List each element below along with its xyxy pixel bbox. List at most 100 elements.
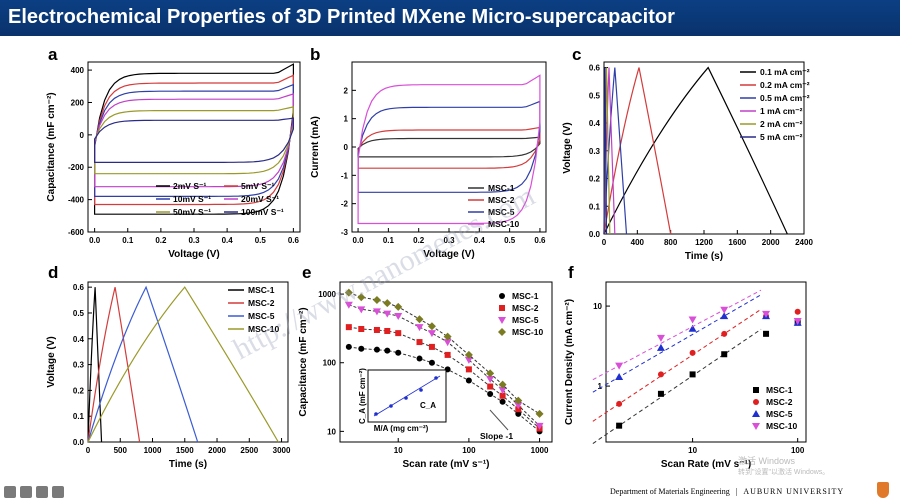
gcd-curve: [603, 67, 608, 235]
data-point: [514, 396, 523, 405]
x-tick-label: 1200: [695, 238, 713, 247]
menu-icon[interactable]: [36, 486, 48, 498]
data-point: [443, 339, 452, 347]
title-bar: Electrochemical Properties of 3D Printed…: [0, 0, 900, 36]
panel-c: c Time (s) Voltage (V) 0 400 800 1200 1600 2000 2…: [562, 45, 813, 262]
legend-label: MSC-1: [512, 291, 539, 301]
x-tick-label: 0.2: [155, 236, 167, 245]
x-tick-label: 0.0: [89, 236, 101, 245]
data-point: [498, 380, 507, 389]
data-point: [616, 422, 623, 429]
legend-label: MSC-2: [512, 303, 539, 313]
legend-label: MSC-10: [248, 324, 279, 334]
data-point: [721, 330, 728, 337]
legend-label: 2mV S⁻¹: [173, 181, 206, 191]
data-point: [465, 366, 472, 373]
x-tick-label: 0.1: [383, 236, 395, 245]
legend-label: 100mV S⁻¹: [241, 207, 284, 217]
university-name: AUBURN UNIVERSITY: [743, 487, 845, 496]
legend-label: 1 mA cm⁻²: [760, 106, 803, 116]
legend-label: MSC-5: [248, 311, 275, 321]
data-point: [793, 318, 802, 326]
data-point: [358, 326, 365, 333]
cv-curve: [94, 106, 294, 175]
y-tick-label: 2: [344, 86, 349, 95]
fit-line: [592, 328, 762, 444]
data-point: [720, 306, 729, 314]
data-point: [444, 351, 451, 358]
cv-curve: [94, 93, 294, 188]
panel-f: f Scan Rate (mV s⁻¹) Current Density (mA c…: [564, 263, 807, 470]
y-tick-label: 0.1: [73, 412, 85, 421]
legend-label: 50mV S⁻¹: [173, 207, 211, 217]
y-tick-label: 0.3: [73, 361, 85, 370]
legend-label: 0.5 mA cm⁻²: [760, 93, 810, 103]
x-axis-label: Voltage (V): [168, 249, 219, 260]
footer-credit: Department of Materials Engineering | AU…: [610, 487, 844, 496]
y-axis-label: Current Density (mA cm⁻²): [564, 299, 575, 425]
panel-label: d: [48, 263, 58, 282]
data-point: [415, 315, 424, 324]
data-point: [443, 332, 452, 341]
x-axis-label: Time (s): [685, 251, 723, 262]
data-point: [383, 299, 392, 308]
y-axis-label: Capacitance (mF cm⁻²): [46, 92, 57, 201]
data-point: [657, 371, 664, 378]
data-point: [721, 351, 728, 358]
department-name: Department of Materials Engineering: [610, 487, 730, 496]
y-tick-label: 0.0: [73, 438, 85, 447]
data-point: [753, 387, 759, 393]
y-tick-label: 0.5: [73, 309, 85, 318]
data-point: [464, 356, 473, 364]
cv-curve: [357, 126, 541, 169]
panel-label: b: [310, 45, 320, 64]
data-point: [720, 312, 729, 320]
fit-line: [592, 294, 762, 393]
x-tick-label: 2500: [240, 446, 258, 455]
x-axis-label: Time (s): [169, 459, 207, 470]
gcd-curve: [603, 67, 672, 235]
data-point: [344, 288, 353, 297]
y-tick-label: 400: [71, 66, 85, 75]
gcd-curve: [87, 287, 141, 443]
data-point: [753, 399, 759, 405]
panel-label: a: [48, 45, 58, 64]
y-tick-label: 0.3: [589, 147, 601, 156]
data-point: [657, 390, 664, 397]
y-tick-label: 0.4: [589, 119, 601, 128]
x-tick-label: 1000: [531, 446, 549, 455]
x-tick-label: 0.5: [255, 236, 267, 245]
legend-label: 5mV S⁻¹: [241, 181, 274, 191]
x-tick-label: 0.5: [504, 236, 516, 245]
x-tick-label: 1600: [728, 238, 746, 247]
data-point: [428, 359, 435, 366]
back-icon[interactable]: [4, 486, 16, 498]
plot-frame: [339, 281, 553, 443]
x-axis-label: Voltage (V): [423, 249, 474, 260]
panel-label: c: [572, 45, 581, 64]
forward-icon[interactable]: [52, 486, 64, 498]
y-tick-label: 0.6: [589, 64, 601, 73]
data-point: [384, 347, 391, 354]
legend-label: MSC-2: [488, 195, 515, 205]
data-point: [372, 296, 381, 305]
x-tick-label: 0.1: [122, 236, 134, 245]
data-point: [344, 301, 353, 309]
y-tick-label: 0.4: [73, 335, 85, 344]
x-tick-label: 0.6: [288, 236, 300, 245]
data-point: [373, 346, 380, 353]
legend-label: MSC-1: [488, 183, 515, 193]
y-tick-label: 0.1: [589, 202, 601, 211]
data-point: [394, 302, 403, 311]
y-tick-label: 0: [80, 131, 85, 140]
data-point: [535, 409, 544, 418]
inset-y-label: C_A (mF cm⁻²): [358, 368, 367, 424]
y-tick-label: 1000: [318, 290, 336, 299]
data-point: [465, 377, 472, 384]
data-point: [372, 308, 381, 316]
x-tick-label: 1000: [144, 446, 162, 455]
pen-icon[interactable]: [20, 486, 32, 498]
gcd-curve: [87, 286, 279, 443]
data-point: [688, 324, 697, 332]
y-tick-label: -400: [68, 196, 85, 205]
